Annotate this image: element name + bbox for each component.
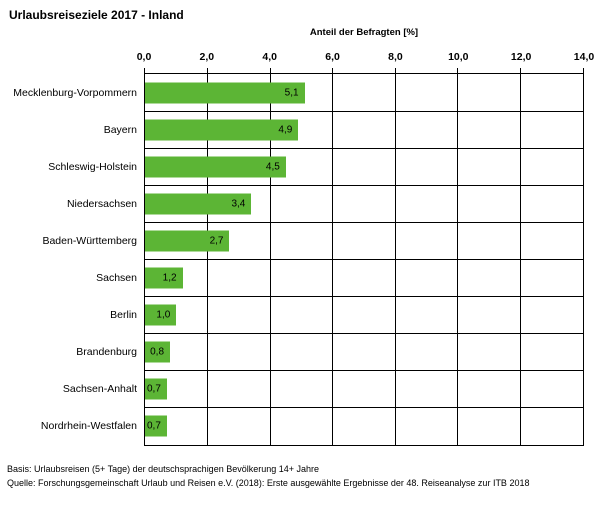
category-label: Sachsen-Anhalt (62, 383, 137, 396)
bar-value-label: 1,2 (162, 272, 177, 284)
x-tick-label: 2,0 (199, 51, 215, 63)
x-axis-title: Anteil der Befragten [%] (309, 27, 419, 38)
bar-value-label: 1,0 (156, 309, 171, 321)
chart-title: Urlaubsreiseziele 2017 - Inland (9, 8, 184, 22)
bar (145, 415, 167, 437)
row-separator (145, 184, 583, 186)
row-separator (145, 296, 583, 298)
plot-area: Mecklenburg-Vorpommern 5,1 Bayern 4,9 Schles… (13, 68, 584, 446)
bar (145, 230, 230, 252)
category-label: Niedersachsen (66, 197, 137, 210)
category-label: Berlin (110, 309, 137, 322)
bar-value-label: 4,5 (265, 161, 280, 173)
bar-row: Nordrhein-Westfalen 0,7 (41, 408, 583, 445)
category-label: Baden-Württemberg (42, 234, 137, 247)
vertical-gridline (332, 68, 334, 445)
basis-line: Basis: Urlaubsreisen (5+ Tage) der deuts… (7, 464, 320, 474)
row-separator (145, 407, 583, 409)
vertical-gridline (207, 68, 209, 445)
bar-row: Baden-Württemberg 2,7 (42, 222, 583, 259)
bar-value-label: 2,7 (209, 235, 224, 247)
quelle-line: Quelle: Forschungsgemeinschaft Urlaub un… (7, 477, 530, 488)
bar (145, 82, 305, 104)
bar-row: Sachsen-Anhalt 0,7 (63, 371, 583, 408)
x-tick-label: 14,0 (573, 51, 595, 63)
bar-row: Niedersachsen 3,4 (67, 185, 583, 222)
vertical-gridline (269, 68, 271, 445)
bar (145, 341, 171, 363)
bar (145, 119, 299, 141)
bar-value-label: 5,1 (284, 87, 299, 99)
bar-row: Schleswig-Holstein 4,5 (48, 148, 583, 185)
category-label: Brandenburg (76, 346, 137, 359)
category-label: Sachsen (96, 272, 137, 285)
bar-row: Berlin 1,0 (110, 297, 583, 334)
x-tick-label: 10,0 (448, 51, 469, 63)
bar-value-label: 0,7 (147, 420, 161, 432)
bar-value-label: 0,7 (147, 383, 161, 395)
vertical-gridline (519, 68, 521, 445)
bar-row: Sachsen 1,2 (96, 260, 583, 297)
x-tick-label: 8,0 (388, 51, 403, 63)
category-label: Mecklenburg-Vorpommern (13, 86, 137, 99)
row-separator (145, 147, 583, 149)
axis-tick (144, 68, 145, 74)
row-separator (145, 221, 583, 223)
bar-value-label: 4,9 (278, 124, 293, 136)
x-axis-tick-labels: 0,0 2,0 4,0 6,0 8,0 10,0 12,0 14,0 (137, 51, 595, 64)
bar (145, 378, 167, 400)
vertical-gridline (394, 68, 396, 445)
bar (145, 304, 177, 326)
axis-tick (583, 68, 584, 74)
bar (145, 267, 183, 289)
x-tick-label: 12,0 (510, 51, 532, 63)
bar-value-label: 3,4 (231, 198, 246, 210)
bar-row: Mecklenburg-Vorpommern 5,1 (13, 74, 583, 111)
bar-row: Brandenburg 0,8 (76, 334, 583, 371)
x-tick-label: 6,0 (325, 51, 340, 63)
vertical-gridline (457, 68, 459, 445)
x-tick-label: 4,0 (262, 51, 278, 63)
bar-row: Bayern 4,9 (104, 111, 583, 148)
x-tick-label: 0,0 (136, 51, 152, 63)
bar-value-label: 0,8 (150, 346, 165, 358)
category-label: Nordrhein-Westfalen (40, 420, 137, 433)
bar (145, 193, 252, 215)
category-label: Bayern (103, 123, 137, 136)
category-label: Schleswig-Holstein (48, 160, 137, 173)
row-separator (145, 259, 583, 260)
source-note: Basis: Urlaubsreisen (5+ Tage) der deuts… (7, 463, 529, 490)
row-separator (145, 333, 583, 335)
bar (145, 156, 286, 178)
row-separator (145, 370, 583, 372)
row-separator (145, 110, 583, 112)
